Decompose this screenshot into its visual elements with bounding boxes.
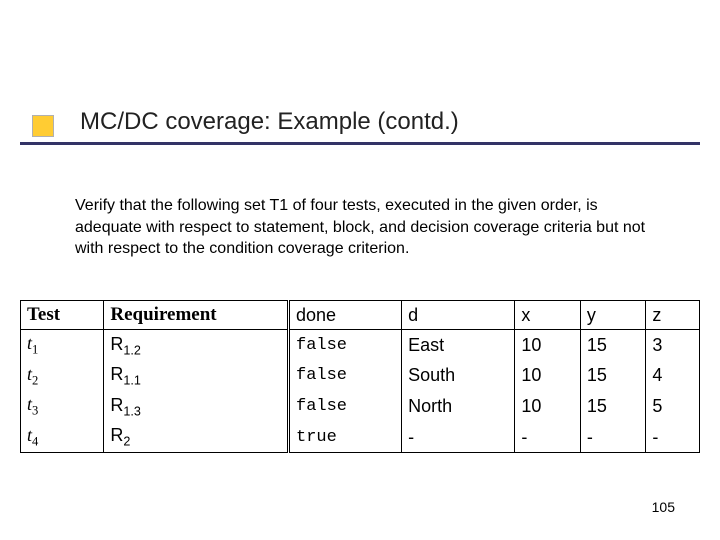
col-requirement: Requirement [104, 301, 289, 330]
cell-test: t1 [21, 330, 104, 361]
cell-done: true [289, 422, 402, 453]
table-row: t4R2true---- [21, 422, 700, 453]
slide: MC/DC coverage: Example (contd.) Verify … [0, 0, 720, 540]
cell-z: 5 [646, 391, 700, 422]
slide-title: MC/DC coverage: Example (contd.) [80, 108, 459, 136]
cell-test: t4 [21, 422, 104, 453]
cell-x: 10 [515, 330, 581, 361]
cell-x: 10 [515, 361, 581, 392]
cell-requirement: R2 [104, 422, 289, 453]
cell-z: - [646, 422, 700, 453]
title-underline [20, 142, 700, 145]
cell-x: 10 [515, 391, 581, 422]
table-header-row: Test Requirement done d x y z [21, 301, 700, 330]
cell-d: East [402, 330, 515, 361]
cell-y: 15 [580, 391, 646, 422]
cell-x: - [515, 422, 581, 453]
cell-test: t2 [21, 361, 104, 392]
cell-done: false [289, 330, 402, 361]
cell-z: 4 [646, 361, 700, 392]
col-test: Test [21, 301, 104, 330]
table-row: t1R1.2falseEast10153 [21, 330, 700, 361]
data-table-wrap: Test Requirement done d x y z t1R1.2fals… [20, 300, 700, 453]
cell-d: - [402, 422, 515, 453]
table-body: t1R1.2falseEast10153t2R1.1falseSouth1015… [21, 330, 700, 453]
col-z: z [646, 301, 700, 330]
col-done: done [289, 301, 402, 330]
table-row: t3R1.3falseNorth10155 [21, 391, 700, 422]
col-x: x [515, 301, 581, 330]
cell-y: 15 [580, 330, 646, 361]
cell-d: North [402, 391, 515, 422]
cell-z: 3 [646, 330, 700, 361]
coverage-table: Test Requirement done d x y z t1R1.2fals… [20, 300, 700, 453]
cell-y: - [580, 422, 646, 453]
cell-done: false [289, 361, 402, 392]
cell-d: South [402, 361, 515, 392]
col-d: d [402, 301, 515, 330]
page-number: 105 [652, 499, 675, 515]
col-y: y [580, 301, 646, 330]
cell-y: 15 [580, 361, 646, 392]
title-bullet-square [32, 115, 54, 137]
table-row: t2R1.1falseSouth10154 [21, 361, 700, 392]
cell-test: t3 [21, 391, 104, 422]
cell-requirement: R1.3 [104, 391, 289, 422]
cell-done: false [289, 391, 402, 422]
cell-requirement: R1.1 [104, 361, 289, 392]
body-paragraph: Verify that the following set T1 of four… [75, 195, 665, 260]
cell-requirement: R1.2 [104, 330, 289, 361]
